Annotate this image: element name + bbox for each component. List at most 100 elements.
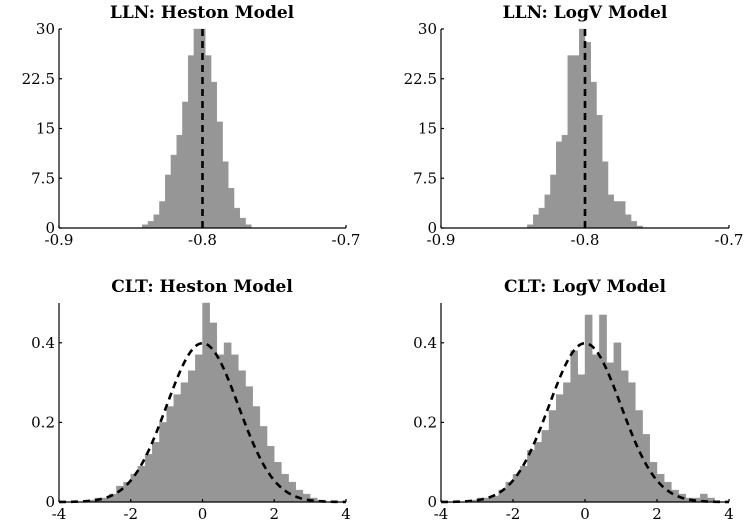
histogram-bar <box>570 350 578 503</box>
histogram-bar <box>274 462 282 503</box>
y-tick-label: 15 <box>418 120 437 138</box>
histogram-bars <box>469 314 715 503</box>
histogram-bar <box>599 314 607 503</box>
histogram-bar <box>130 473 139 503</box>
histogram-bar <box>195 354 203 503</box>
histogram-bar <box>556 394 564 503</box>
y-tick-label: 7.5 <box>31 169 55 187</box>
chart-title: CLT: LogV Model <box>504 277 666 297</box>
histogram-bar <box>187 370 196 503</box>
x-tick-label: -0.8 <box>188 231 217 249</box>
y-tick-label: 0.2 <box>31 413 55 431</box>
histogram-bar <box>613 342 622 503</box>
histogram-bar <box>228 187 235 229</box>
histogram-bar <box>656 473 665 503</box>
histogram-bar <box>607 194 614 229</box>
histogram-bar <box>159 422 167 503</box>
x-tick-label: -2 <box>123 505 138 523</box>
histogram-bar <box>613 201 620 229</box>
histogram-bar <box>152 442 160 503</box>
histogram-bar <box>606 362 614 503</box>
histogram-bar <box>239 217 246 229</box>
histogram-bar <box>541 430 550 503</box>
histogram-bar <box>592 354 600 503</box>
histogram-bar <box>187 55 195 229</box>
panel-lln-heston: LLN: Heston Model -0.9 -0.8 -0.7 0 7.5 15 22.5… <box>22 3 361 249</box>
x-tick-label: -2 <box>506 505 521 523</box>
x-tick-label: -0.7 <box>715 231 744 249</box>
histogram-bar <box>512 473 521 503</box>
histogram-bar <box>153 214 160 229</box>
x-tick-label: -0.9 <box>427 231 456 249</box>
x-tick-label: 0 <box>198 505 208 523</box>
histogram-bar <box>230 354 239 503</box>
panel-clt-logv: CLT: LogV Model -4 -2 0 2 4 0 0.2 0.4 <box>413 277 734 523</box>
histogram-bar <box>520 465 528 503</box>
y-tick-label: 22.5 <box>22 70 55 88</box>
x-tick-label: -4 <box>434 505 449 523</box>
chart-title: LLN: Heston Model <box>110 3 295 23</box>
histogram-bar <box>584 314 593 503</box>
histogram-bar <box>590 81 597 229</box>
histogram-bars <box>87 302 325 503</box>
histogram-bar <box>159 201 166 229</box>
x-tick-label: 2 <box>652 505 662 523</box>
panel-lln-logv: LLN: LogV Model -0.9 -0.8 -0.7 0 7.5 15 22.5 30 <box>404 3 744 249</box>
histogram-bar <box>164 174 172 229</box>
y-tick-label: 15 <box>36 120 55 138</box>
histogram-bar <box>166 406 175 503</box>
histogram-bar <box>205 55 212 229</box>
histogram-bar <box>620 370 629 503</box>
histogram-bar <box>538 207 545 229</box>
histogram-bar <box>548 410 557 503</box>
histogram-bar <box>532 214 540 229</box>
y-tick-label: 0 <box>427 493 437 511</box>
histogram-bar <box>210 81 218 229</box>
histogram-bar <box>577 374 586 503</box>
histogram-bar <box>602 161 609 229</box>
y-tick-label: 30 <box>418 20 437 38</box>
x-tick-label: 4 <box>341 505 351 523</box>
histogram-bar <box>238 370 246 503</box>
x-tick-label: -0.7 <box>332 231 361 249</box>
histogram-bar <box>193 28 200 229</box>
histogram-bar <box>223 342 232 503</box>
histogram-bar <box>619 201 626 229</box>
panel-clt-heston: CLT: Heston Model -4 -2 0 2 4 0 0.2 0.4 <box>31 277 351 523</box>
histogram-bar <box>288 481 296 503</box>
histogram-bar <box>144 454 153 503</box>
histogram-bar <box>596 115 603 229</box>
normal-density-curve <box>58 341 347 504</box>
y-tick-label: 0 <box>427 219 437 237</box>
x-tick-label: 0 <box>580 505 590 523</box>
histogram-bar <box>216 121 223 229</box>
histogram-bar <box>147 221 154 229</box>
histogram-bar <box>137 465 146 503</box>
histogram-bar <box>245 386 253 503</box>
x-tick-label: 4 <box>724 505 734 523</box>
y-tick-label: 22.5 <box>404 70 437 88</box>
y-tick-label: 0 <box>45 493 55 511</box>
histogram-bar <box>630 221 638 229</box>
histogram-bar <box>281 473 289 503</box>
histogram-bar <box>182 101 189 229</box>
histogram-bar <box>544 194 551 229</box>
chart-title: LLN: LogV Model <box>503 3 668 23</box>
histogram-bar <box>233 207 241 229</box>
histogram-bar <box>625 214 632 229</box>
histogram-bars <box>142 28 252 229</box>
y-tick-label: 0.2 <box>413 413 437 431</box>
histogram-bar <box>209 322 218 503</box>
y-tick-label: 0.4 <box>31 334 55 352</box>
histogram-bar <box>561 134 568 229</box>
x-tick-label: -0.8 <box>571 231 600 249</box>
histogram-bar <box>556 141 563 229</box>
histogram-bar <box>202 302 210 503</box>
x-tick-label: -4 <box>52 505 67 523</box>
x-tick-label: 2 <box>269 505 279 523</box>
histogram-bar <box>180 382 189 503</box>
x-tick-label: -0.9 <box>45 231 74 249</box>
histogram-bar <box>649 462 658 503</box>
histogram-bars <box>527 28 643 229</box>
